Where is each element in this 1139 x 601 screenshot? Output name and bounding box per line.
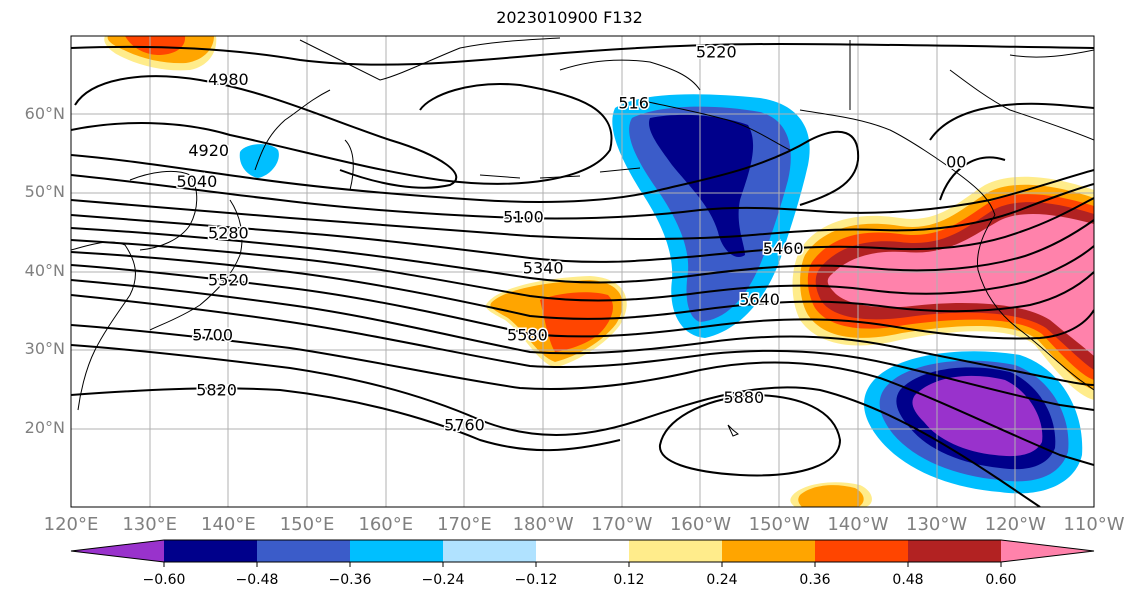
longitude-label: 120°E — [43, 514, 99, 535]
contour-label: 5820 — [195, 379, 239, 401]
colorbar-segment — [722, 540, 816, 562]
contour-label: 5880 — [722, 387, 766, 409]
colorbar-segment — [350, 540, 444, 562]
colorbar-extend-high — [1001, 540, 1094, 562]
contour-label: 5100 — [502, 206, 546, 228]
contour-label: 5580 — [506, 324, 550, 346]
latitude-label: 20°N — [24, 417, 65, 437]
longitude-label: 120°W — [984, 514, 1046, 535]
colorbar-tick-label: 0.36 — [799, 572, 831, 588]
longitude-label: 160°E — [358, 514, 414, 535]
colorbar-segment — [815, 540, 909, 562]
contour-label-text: 4980 — [208, 70, 249, 89]
contour-label: 5640 — [738, 288, 782, 310]
longitude-label: 160°W — [669, 514, 732, 535]
contour-label-text: 5220 — [696, 43, 737, 62]
colorbar-tick-label: 0.12 — [613, 572, 645, 588]
contour-label: 5220 — [694, 41, 738, 63]
contour-label: 00 — [945, 151, 968, 173]
longitude-label: 180°W — [512, 514, 574, 535]
colorbar-segment — [164, 540, 258, 562]
colorbar-tick-label: 0.48 — [892, 572, 924, 588]
contour-label-text: 5280 — [208, 223, 249, 242]
contour-label-text: 5040 — [177, 172, 218, 191]
colorbar-tick-label: −0.12 — [514, 572, 558, 588]
longitude-label: 130°W — [906, 514, 968, 535]
contour-label-text: 5100 — [503, 208, 544, 227]
contour-label: 5340 — [521, 257, 565, 279]
contour-label-text: 5700 — [192, 325, 233, 344]
colorbar-segment — [629, 540, 723, 562]
contour-label: 5460 — [761, 237, 805, 259]
colorbar-tick-label: −0.24 — [421, 572, 465, 588]
contour-label-text: 5760 — [444, 416, 485, 435]
colorbar-tick-label: 0.60 — [985, 572, 1017, 588]
contour-label-text: 5520 — [208, 270, 249, 289]
longitude-label: 140°E — [201, 514, 256, 535]
contour-label: 5520 — [207, 269, 251, 291]
latitude-label: 40°N — [24, 260, 65, 280]
longitude-label: 170°W — [591, 514, 653, 535]
longitude-label: 150°E — [279, 514, 335, 535]
contour-labels: 5220 4980 516 4920 5040 5100 5280 5460 5340 5520 5… — [175, 41, 968, 436]
contour-label: 5280 — [207, 222, 251, 244]
longitude-label: 140°W — [827, 514, 889, 535]
map-title: 2023010900 F132 — [496, 8, 643, 27]
contour-label: 4980 — [207, 69, 251, 91]
latitude-label: 30°N — [24, 339, 65, 358]
contour-label: 5040 — [175, 171, 219, 193]
colorbar — [70, 539, 1095, 567]
colorbar-tick-label: −0.60 — [142, 572, 186, 588]
contour-label-text: 4920 — [188, 141, 229, 160]
latitude-label: 50°N — [24, 182, 65, 201]
contour-label: 5700 — [191, 324, 235, 346]
contour-label: 4920 — [187, 139, 231, 161]
colorbar-segment — [536, 540, 630, 562]
contour-label-text: 00 — [946, 153, 966, 172]
contour-label: 516 — [617, 92, 651, 114]
contour-label-text: 516 — [618, 94, 649, 113]
contour-label-text: 5880 — [723, 388, 764, 407]
longitude-label: 150°W — [748, 514, 810, 535]
height-contours — [71, 42, 1094, 507]
contour-label: 5760 — [443, 414, 487, 436]
longitude-label: 130°E — [122, 514, 178, 535]
colorbar-segment — [257, 540, 351, 562]
contour-label-text: 5460 — [763, 239, 804, 258]
colorbar-segment — [443, 540, 537, 562]
latitude-label: 60°N — [24, 103, 65, 123]
longitude-label: 110°W — [1063, 514, 1125, 535]
colorbar-extend-low — [71, 540, 164, 562]
contour-label-text: 5580 — [507, 325, 548, 344]
contour-label-text: 5640 — [739, 290, 780, 309]
colorbar-tick-label: −0.36 — [328, 572, 372, 588]
graticule — [71, 36, 1094, 507]
map-frame — [70, 35, 1095, 508]
contour-label-text: 5820 — [196, 380, 237, 399]
colorbar-segment — [908, 540, 1002, 562]
contour-label-text: 5340 — [523, 259, 564, 278]
colorbar-tick-label: 0.24 — [706, 572, 738, 588]
colorbar-tick-label: −0.48 — [235, 572, 279, 588]
longitude-label: 170°E — [437, 514, 492, 535]
